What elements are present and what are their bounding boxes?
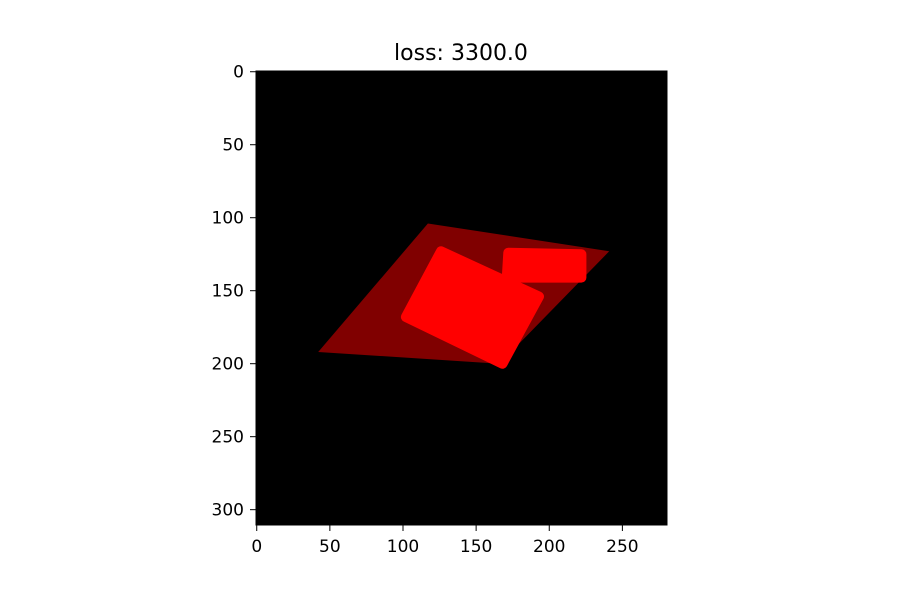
x-tick-label: 0	[251, 537, 262, 557]
y-axis: 0 50 100 150 200 250 300	[212, 63, 256, 521]
x-tick-label: 150	[460, 537, 492, 557]
x-tick-label: 50	[319, 537, 341, 557]
y-tick-label: 0	[233, 63, 244, 83]
y-tick-label: 100	[212, 209, 244, 229]
y-tick-label: 300	[212, 501, 244, 521]
y-tick-label: 200	[212, 355, 244, 375]
y-tick-label: 150	[212, 282, 244, 302]
plot-frame	[255, 70, 668, 526]
x-tick-label: 250	[606, 537, 638, 557]
region-small-rounded-rect	[501, 247, 587, 283]
chart-title: loss: 3300.0	[394, 41, 528, 66]
image-regions	[318, 223, 610, 369]
x-tick-label: 100	[387, 537, 419, 557]
x-axis: 0 50 100 150 200 250	[251, 525, 639, 557]
plot-area	[255, 70, 668, 526]
y-tick-label: 250	[212, 428, 244, 448]
y-tick-label: 50	[222, 136, 244, 156]
x-tick-label: 200	[533, 537, 565, 557]
